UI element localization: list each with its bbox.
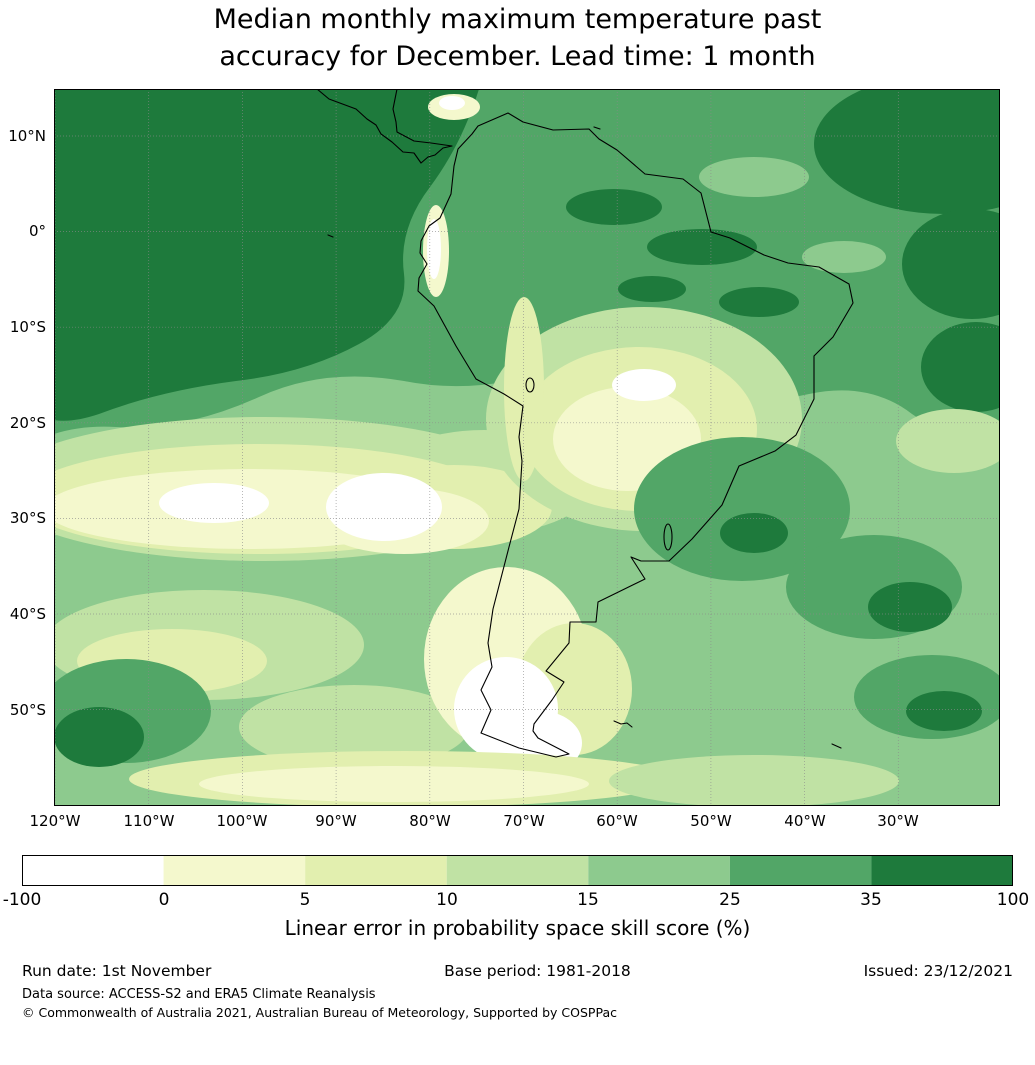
- lon-tick: 100°W: [216, 812, 268, 830]
- lagoa-dos-patos: [663, 523, 673, 551]
- colorbar-segment: [588, 855, 730, 886]
- coastlines: [316, 89, 854, 758]
- lon-tick: 90°W: [315, 812, 357, 830]
- colorbar-tick: 5: [299, 890, 311, 910]
- south-georgia-island: [831, 743, 842, 749]
- lat-tick: 10°N: [8, 127, 46, 145]
- colorbar-tick: 15: [577, 890, 599, 910]
- lat-tick: 20°S: [9, 414, 46, 432]
- falkland-islands: [613, 720, 633, 728]
- colorbar-segment: [446, 855, 589, 886]
- lon-tick: 80°W: [409, 812, 451, 830]
- trinidad-island: [593, 126, 601, 130]
- colorbar-segment: [729, 855, 872, 886]
- issued-date: Issued: 23/12/2021: [863, 962, 1013, 980]
- lat-tick: 50°S: [9, 701, 46, 719]
- colorbar-segment: [22, 855, 164, 886]
- colorbar-segment: [871, 855, 1013, 886]
- lat-tick: 30°S: [9, 509, 46, 527]
- galapagos-islands: [327, 234, 334, 238]
- map-border: [54, 89, 1000, 806]
- base-period: Base period: 1981-2018: [444, 962, 631, 980]
- lat-tick: 40°S: [9, 605, 46, 623]
- lon-tick: 50°W: [690, 812, 732, 830]
- run-date: Run date: 1st November: [22, 962, 212, 980]
- colorbar-border: [22, 855, 1013, 886]
- lon-tick: 40°W: [784, 812, 826, 830]
- colorbar: [22, 855, 1013, 886]
- page-title-line2: accuracy for December. Lead time: 1 mont…: [219, 41, 816, 72]
- skill-map: [54, 89, 1000, 806]
- south-america-coastline: [417, 112, 854, 758]
- lon-tick: 120°W: [29, 812, 81, 830]
- colorbar-tick: 100: [996, 890, 1030, 910]
- colorbar-tick: 25: [719, 890, 741, 910]
- footer-meta-row: Run date: 1st November Base period: 1981…: [22, 962, 1013, 980]
- colorbar-segment: [305, 855, 447, 886]
- colorbar-tick: -100: [2, 890, 42, 910]
- lon-tick: 30°W: [877, 812, 919, 830]
- lon-tick: 60°W: [596, 812, 638, 830]
- lake-titicaca: [525, 377, 535, 393]
- lon-tick: 110°W: [123, 812, 175, 830]
- data-source: Data source: ACCESS-S2 and ERA5 Climate …: [22, 987, 376, 1002]
- skill-shading: [54, 89, 1000, 806]
- colorbar-tick: 10: [436, 890, 458, 910]
- copyright: © Commonwealth of Australia 2021, Austra…: [22, 1005, 617, 1020]
- colorbar-tick: 0: [158, 890, 170, 910]
- central-america-coastline: [316, 89, 453, 164]
- page-title: Median monthly maximum temperature past: [213, 4, 822, 35]
- colorbar-segment: [163, 855, 306, 886]
- lat-tick: 0°: [28, 222, 46, 240]
- lat-tick: 10°S: [9, 318, 46, 336]
- colorbar-label: Linear error in probability space skill …: [284, 916, 751, 940]
- colorbar-tick: 35: [860, 890, 882, 910]
- lon-tick: 70°W: [503, 812, 545, 830]
